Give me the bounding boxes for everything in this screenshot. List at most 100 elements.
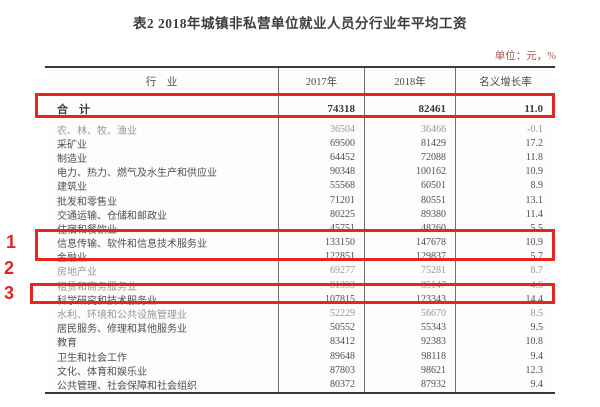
value-2018-cell: 80551 — [364, 192, 455, 208]
table-row: 住宿和餐饮业 45751 48260 5.5 — [45, 221, 555, 236]
value-2017-cell: 80372 — [278, 377, 364, 392]
industry-cell: 批发和零售业 — [57, 196, 117, 208]
value-2018-cell: 129837 — [364, 249, 455, 264]
growth-cell: 10.9 — [455, 164, 555, 179]
value-2017-cell: 107815 — [278, 292, 364, 307]
value-2017-cell: 55568 — [278, 178, 364, 193]
value-2017-cell: 80225 — [278, 207, 364, 222]
annotation-marker-3: 3 — [4, 283, 15, 303]
total-growth-cell: 11.0 — [455, 96, 555, 122]
table-header-row: 行 业 2017年 2018年 名义增长率 — [45, 68, 555, 96]
table-total-row: 合 计 74318 82461 11.0 — [45, 96, 555, 122]
table-row: 农、林、牧、渔业 36504 36466 -0.1 — [45, 122, 555, 137]
growth-cell: 11.8 — [455, 150, 555, 165]
table-row: 信息传输、软件和信息技术服务业 133150 147678 10.9 — [45, 235, 555, 250]
value-2018-cell: 72088 — [364, 150, 455, 165]
value-2018-cell: 147678 — [364, 235, 455, 250]
industry-cell: 交通运输、仓储和邮政业 — [57, 210, 167, 222]
industry-cell: 信息传输、软件和信息技术服务业 — [57, 239, 207, 250]
industry-cell: 建筑业 — [57, 182, 87, 193]
industry-cell: 教育 — [57, 338, 77, 349]
industry-cell: 采矿业 — [57, 139, 87, 151]
value-2018-cell: 98621 — [364, 363, 455, 378]
value-2017-cell: 45751 — [278, 221, 364, 236]
industry-cell: 文化、体育和娱乐业 — [57, 366, 147, 378]
industry-cell: 科学研究和技术服务业 — [57, 295, 157, 307]
value-2017-cell: 89648 — [278, 349, 364, 364]
growth-cell: 14.4 — [455, 292, 555, 307]
table-row: 交通运输、仓储和邮政业 80225 89380 11.4 — [45, 207, 555, 222]
growth-cell: 8.9 — [455, 178, 555, 193]
growth-cell: 10.8 — [455, 334, 555, 349]
header-industry: 行 业 — [145, 77, 178, 88]
value-2017-cell: 83412 — [278, 334, 364, 349]
growth-cell: 5.7 — [455, 249, 555, 264]
industry-cell: 房地产业 — [57, 267, 97, 279]
annotation-marker-2: 2 — [4, 258, 15, 278]
growth-cell: -0.1 — [455, 122, 555, 137]
value-2017-cell: 81393 — [278, 278, 364, 293]
growth-cell: 12.3 — [455, 363, 555, 378]
industry-cell: 住宿和餐饮业 — [57, 224, 117, 236]
value-2018-cell: 81429 — [364, 136, 455, 151]
growth-cell: 9.4 — [455, 377, 555, 392]
value-2017-cell: 50552 — [278, 320, 364, 335]
table-row: 教育 83412 92383 10.8 — [45, 334, 555, 349]
table-row: 公共管理、社会保障和社会组织 80372 87932 9.4 — [45, 377, 555, 392]
value-2018-cell: 55343 — [364, 320, 455, 335]
table-row: 采矿业 69500 81429 17.2 — [45, 136, 555, 151]
value-2018-cell: 75281 — [364, 263, 455, 279]
growth-cell: 10.9 — [455, 235, 555, 250]
value-2017-cell: 133150 — [278, 235, 364, 250]
growth-cell: 11.4 — [455, 207, 555, 222]
total-2018-cell: 82461 — [364, 96, 455, 122]
industry-cell: 金融业 — [57, 253, 87, 264]
value-2018-cell: 92383 — [364, 334, 455, 349]
industry-cell: 制造业 — [57, 153, 87, 165]
value-2017-cell: 52229 — [278, 306, 364, 321]
table-row: 卫生和社会工作 89648 98118 9.4 — [45, 349, 555, 364]
header-2017: 2017年 — [278, 68, 364, 95]
value-2018-cell: 123343 — [364, 292, 455, 307]
value-2017-cell: 36504 — [278, 122, 364, 137]
value-2017-cell: 87803 — [278, 363, 364, 378]
growth-cell: 13.1 — [455, 192, 555, 208]
annotation-marker-1: 1 — [6, 232, 17, 252]
value-2018-cell: 56670 — [364, 306, 455, 321]
growth-cell: 9.5 — [455, 320, 555, 335]
wage-table: 行 业 2017年 2018年 名义增长率 合 计 74318 82461 11… — [45, 66, 555, 394]
value-2018-cell: 89380 — [364, 207, 455, 222]
table-row: 制造业 64452 72088 11.8 — [45, 150, 555, 165]
industry-cell: 水利、环境和公共设施管理业 — [57, 310, 187, 321]
table-row: 水利、环境和公共设施管理业 52229 56670 8.5 — [45, 306, 555, 321]
growth-cell: 4.6 — [455, 278, 555, 293]
value-2018-cell: 48260 — [364, 221, 455, 236]
table-row: 电力、热力、燃气及水生产和供应业 90348 100162 10.9 — [45, 164, 555, 179]
header-growth: 名义增长率 — [455, 68, 555, 95]
table-row: 批发和零售业 71201 80551 13.1 — [45, 192, 555, 208]
header-2018: 2018年 — [364, 68, 455, 95]
table-row: 科学研究和技术服务业 107815 123343 14.4 — [45, 292, 555, 307]
table-row: 建筑业 55568 60501 8.9 — [45, 178, 555, 193]
page-title: 表2 2018年城镇非私营单位就业人员分行业年平均工资 — [132, 16, 468, 31]
unit-note: 单位：元，% — [494, 51, 556, 62]
growth-cell: 8.5 — [455, 306, 555, 321]
value-2018-cell: 60501 — [364, 178, 455, 193]
table-body: 农、林、牧、渔业 36504 36466 -0.1 采矿业 69500 8142… — [45, 122, 555, 392]
value-2017-cell: 64452 — [278, 150, 364, 165]
industry-cell: 公共管理、社会保障和社会组织 — [57, 380, 197, 392]
table-row: 居民服务、修理和其他服务业 50552 55343 9.5 — [45, 320, 555, 335]
total-industry-cell: 合 计 — [57, 104, 90, 116]
industry-cell: 卫生和社会工作 — [57, 352, 127, 364]
table-row: 文化、体育和娱乐业 87803 98621 12.3 — [45, 363, 555, 378]
growth-cell: 8.7 — [455, 263, 555, 279]
value-2017-cell: 122851 — [278, 249, 364, 264]
growth-cell: 17.2 — [455, 136, 555, 151]
value-2018-cell: 87932 — [364, 377, 455, 392]
industry-cell: 居民服务、修理和其他服务业 — [57, 324, 187, 335]
industry-cell: 电力、热力、燃气及水生产和供应业 — [57, 168, 217, 179]
value-2018-cell: 36466 — [364, 122, 455, 137]
table-row: 租赁和商务服务业 81393 85147 4.6 — [45, 278, 555, 293]
growth-cell: 5.5 — [455, 221, 555, 236]
value-2017-cell: 71201 — [278, 192, 364, 208]
